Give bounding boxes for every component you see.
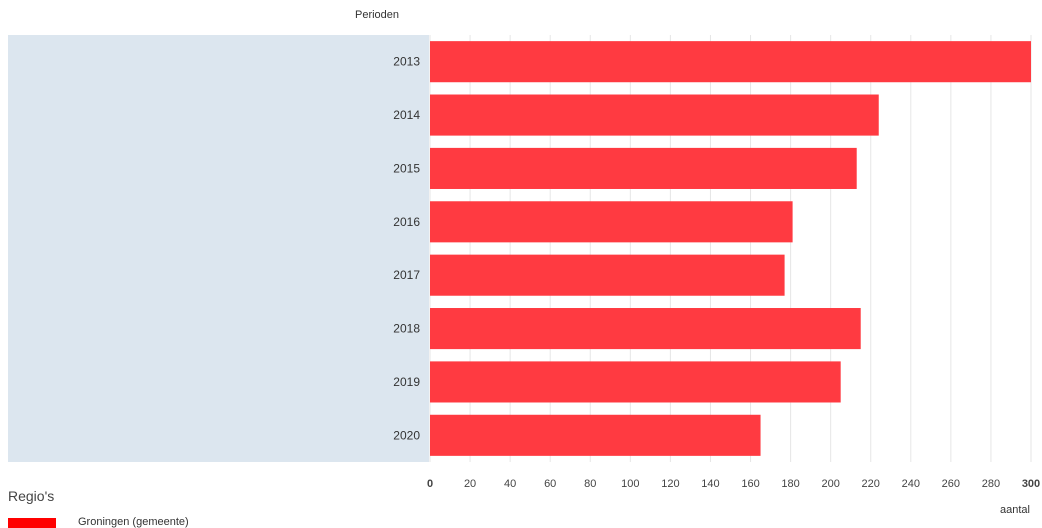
bar-2015 xyxy=(430,147,857,189)
bar-2019 xyxy=(430,361,841,403)
category-label: 2017 xyxy=(393,268,420,282)
x-tick-label: 180 xyxy=(781,478,799,490)
category-label: 2019 xyxy=(393,375,420,389)
bar-2017 xyxy=(430,254,785,296)
legend: Regio's Groningen (gemeente) xyxy=(8,488,189,528)
x-tick-label: 220 xyxy=(862,478,880,490)
x-tick-labels: 0 20 40 60 80 100 120 140 160 180 200 220 240 260 280 3… xyxy=(427,478,1040,490)
x-tick-label: 80 xyxy=(584,478,596,490)
bar-2020 xyxy=(430,414,761,456)
legend-label: Groningen (gemeente) xyxy=(78,516,189,528)
category-label: 2015 xyxy=(393,161,420,175)
x-tick-label: 280 xyxy=(982,478,1000,490)
x-tick-label: 0 xyxy=(427,478,433,490)
x-tick-label: 240 xyxy=(902,478,920,490)
x-tick-label: 300 xyxy=(1022,478,1040,490)
x-tick-label: 260 xyxy=(942,478,960,490)
category-label: 2014 xyxy=(393,108,420,122)
y-axis-title: Perioden xyxy=(355,9,399,21)
x-tick-label: 120 xyxy=(661,478,679,490)
x-tick-label: 60 xyxy=(544,478,556,490)
x-tick-label: 160 xyxy=(741,478,759,490)
x-tick-label: 40 xyxy=(504,478,516,490)
x-tick-label: 100 xyxy=(621,478,639,490)
bars xyxy=(430,41,1031,456)
bar-2014 xyxy=(430,94,879,136)
category-labels: 2013 2014 2015 2016 2017 2018 2019 2020 xyxy=(393,55,420,443)
category-label: 2016 xyxy=(393,215,420,229)
legend-title: Regio's xyxy=(8,488,55,504)
x-tick-label: 200 xyxy=(821,478,839,490)
x-tick-label: 140 xyxy=(701,478,719,490)
bar-2013 xyxy=(430,41,1031,83)
legend-item[interactable]: Groningen (gemeente) xyxy=(8,514,308,528)
category-label: 2020 xyxy=(393,428,420,442)
bar-2018 xyxy=(430,308,861,350)
bar-2016 xyxy=(430,201,793,243)
x-tick-label: 20 xyxy=(464,478,476,490)
x-axis-title: aantal xyxy=(1000,504,1030,516)
legend-swatch xyxy=(8,518,56,528)
category-label: 2013 xyxy=(393,55,420,69)
category-label: 2018 xyxy=(393,322,420,336)
category-band xyxy=(8,35,429,462)
